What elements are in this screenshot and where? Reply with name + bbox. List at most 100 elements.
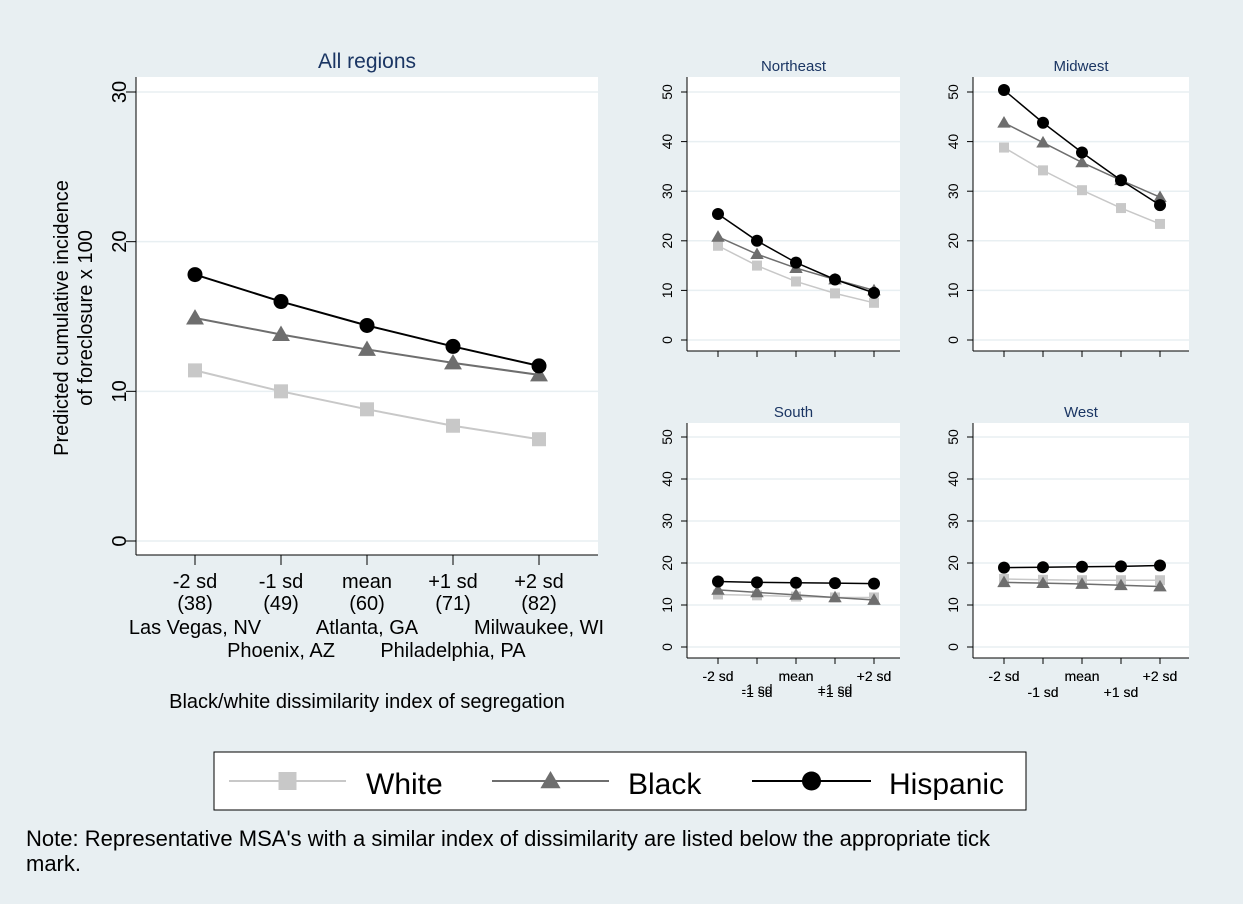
data-point-white xyxy=(791,276,801,287)
y-tick-label: 0 xyxy=(659,336,675,344)
y-tick-label: 40 xyxy=(945,471,961,487)
panel-title: Midwest xyxy=(1053,58,1109,75)
y-tick-label: 40 xyxy=(659,471,675,487)
data-point-black xyxy=(358,340,376,356)
x-tick-label: +1 sd xyxy=(1104,684,1139,700)
data-point-black xyxy=(186,309,204,325)
y-tick-label: 50 xyxy=(659,429,675,445)
data-point-hispanic xyxy=(1115,560,1127,573)
data-point-hispanic xyxy=(1037,116,1049,129)
y-tick-label: 10 xyxy=(109,380,131,402)
data-point-hispanic xyxy=(445,338,461,354)
x-tick-label: -2 sd xyxy=(702,668,733,684)
x-tick-value: (82) xyxy=(521,593,557,615)
data-point-black xyxy=(828,590,842,603)
x-tick-label: -2 sd xyxy=(988,668,1019,684)
x-tick-label: +2 sd xyxy=(857,668,892,684)
panel-midwest: Midwest 0 10 20 30 40 50 -2 sd -1 sd mean +1 sd+2 … xyxy=(945,58,1189,700)
data-point-white xyxy=(1038,165,1048,176)
legend-label: Black xyxy=(628,768,702,801)
x-tick-label: mean xyxy=(1064,668,1099,684)
data-point-hispanic xyxy=(998,561,1010,574)
plot-area xyxy=(973,77,1189,351)
panel-title: West xyxy=(1064,404,1099,421)
figure-note: Note: Representative MSA's with a simila… xyxy=(26,826,991,876)
data-point-black xyxy=(750,247,764,260)
data-point-black xyxy=(867,593,881,605)
panel-south: South 0 10 20 30 40 50 -2 sd -1 sd mean +1 sd+2 sd xyxy=(659,404,900,700)
data-point-white xyxy=(188,363,202,378)
y-tick-label: 20 xyxy=(945,233,961,249)
data-point-hispanic xyxy=(829,273,841,286)
y-tick-label: 0 xyxy=(945,643,961,651)
y-tick-label: 50 xyxy=(945,84,961,100)
x-tick-value: (71) xyxy=(435,593,471,615)
data-point-black xyxy=(997,575,1011,588)
y-tick-label: 0 xyxy=(109,535,131,546)
data-point-white xyxy=(446,418,460,433)
y-tick-label: 10 xyxy=(659,597,675,613)
y-tick-label: 20 xyxy=(945,555,961,571)
x-tick-label: +1 sd xyxy=(428,571,477,593)
data-point-hispanic xyxy=(998,84,1010,97)
data-point-black xyxy=(1153,190,1167,203)
data-point-hispanic xyxy=(359,317,375,333)
x-tick-label: -1 sd xyxy=(741,684,772,700)
x-tick-label: mean xyxy=(778,668,813,684)
y-tick-label: 20 xyxy=(109,231,131,253)
y-tick-label: 0 xyxy=(945,336,961,344)
panel-title: Northeast xyxy=(761,58,827,75)
y-tick-label: 30 xyxy=(945,513,961,529)
data-point-white xyxy=(532,432,546,447)
x-tick-label: -2 sd xyxy=(702,668,733,684)
x-tick-label: -1 sd xyxy=(1027,684,1058,700)
legend-marker-white xyxy=(278,772,297,790)
x-tick-label: -2 sd xyxy=(988,668,1019,684)
y-axis-title-line2: of foreclosure x 100 xyxy=(75,230,97,406)
legend-marker-black xyxy=(540,770,561,789)
y-tick-label: 10 xyxy=(945,597,961,613)
x-tick-value: (60) xyxy=(349,593,385,615)
msa-label: Atlanta, GA xyxy=(316,617,419,639)
data-point-hispanic xyxy=(1154,199,1166,212)
data-point-black xyxy=(1114,578,1128,591)
data-point-hispanic xyxy=(1037,561,1049,574)
data-point-hispanic xyxy=(1154,559,1166,572)
data-point-black xyxy=(1036,135,1050,148)
x-tick-label: -1 sd xyxy=(741,681,772,697)
panel-west: West 0 10 20 30 40 50 -2 sd -1 sd mean +1 sd+2 sd xyxy=(945,404,1189,700)
data-point-white xyxy=(1077,185,1087,196)
data-point-white xyxy=(360,402,374,417)
data-point-hispanic xyxy=(1076,146,1088,159)
data-point-hispanic xyxy=(868,286,880,299)
plot-area xyxy=(136,77,598,555)
data-point-black xyxy=(750,585,764,598)
panel-title: All regions xyxy=(318,50,416,73)
x-tick-label: -2 sd xyxy=(173,571,217,593)
data-point-black xyxy=(444,353,462,370)
y-tick-label: 20 xyxy=(659,233,675,249)
y-tick-label: 50 xyxy=(945,429,961,445)
data-point-white xyxy=(713,240,723,251)
y-tick-label: 10 xyxy=(945,282,961,298)
y-tick-label: 30 xyxy=(659,183,675,199)
data-point-hispanic xyxy=(829,577,841,590)
panel-all-regions: All regions 0 10 20 30 -2 sd(38) -1 sd(49) mean… xyxy=(51,50,604,713)
x-tick-label: -1 sd xyxy=(1027,684,1058,700)
x-axis-title: Black/white dissimilarity index of segre… xyxy=(169,691,565,713)
x-tick-label: +2 sd xyxy=(1143,668,1178,684)
data-point-black xyxy=(711,230,725,242)
x-tick-label: mean xyxy=(342,571,392,593)
x-tick-label: +2 sd xyxy=(1143,668,1178,684)
y-tick-label: 30 xyxy=(109,81,131,103)
data-point-white xyxy=(1116,203,1126,214)
data-point-hispanic xyxy=(273,294,289,310)
data-point-hispanic xyxy=(712,575,724,588)
y-tick-label: 10 xyxy=(659,282,675,298)
x-tick-label: -1 sd xyxy=(259,571,303,593)
data-point-hispanic xyxy=(790,576,802,589)
y-tick-label: 0 xyxy=(659,643,675,651)
y-tick-label: 50 xyxy=(659,84,675,100)
x-tick-label: mean xyxy=(1064,668,1099,684)
y-tick-label: 20 xyxy=(659,555,675,571)
